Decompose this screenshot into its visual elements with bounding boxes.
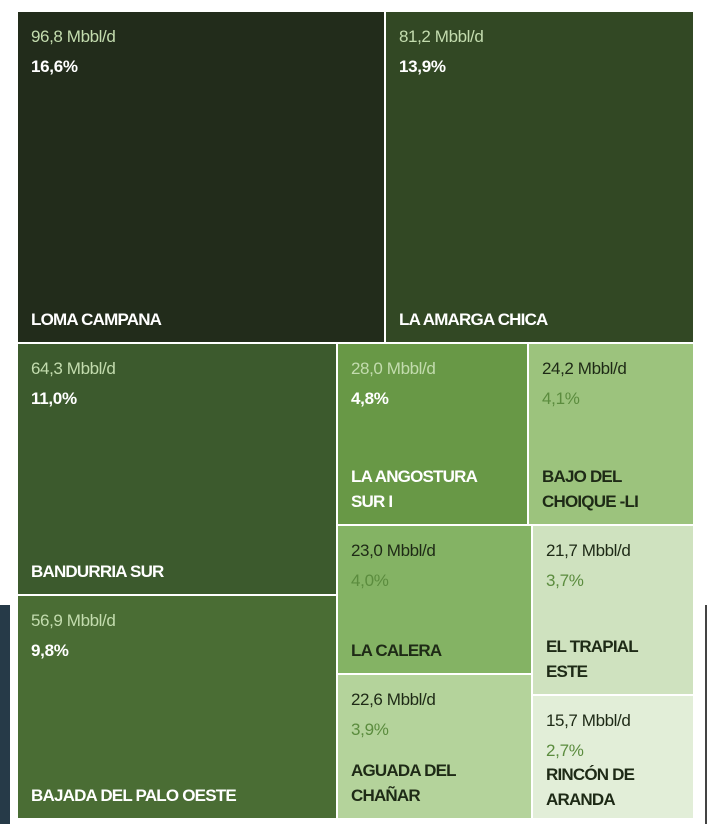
tile-name: LA CALERA [351,641,442,660]
tile: 21,7 Mbbl/d 3,7% EL TRAPIAL ESTE [533,526,693,694]
tile: 96,8 Mbbl/d 16,6% LOMA CAMPANA [18,12,384,342]
share-label: 3,7% [546,571,584,590]
value-label: 56,9 Mbbl/d [31,611,116,630]
share-label: 2,7% [546,741,584,760]
tile-name: BAJO DEL CHOIQUE -LI [542,467,639,511]
tile-name: RINCÓN DE ARANDA [546,765,635,809]
share-label: 3,9% [351,720,389,739]
tile: 81,2 Mbbl/d 13,9% LA AMARGA CHICA [386,12,693,342]
tile: 64,3 Mbbl/d 11,0% BANDURRIA SUR [18,344,336,594]
value-label: 96,8 Mbbl/d [31,27,116,46]
share-label: 4,1% [542,389,580,408]
tile-name: AGUADA DEL CHAÑAR [351,761,456,805]
value-label: 23,0 Mbbl/d [351,541,436,560]
share-label: 9,8% [31,641,69,660]
share-label: 4,0% [351,571,389,590]
share-label: 4,8% [351,389,389,408]
tile-name: BAJADA DEL PALO OESTE [31,786,237,805]
value-label: 81,2 Mbbl/d [399,27,484,46]
value-label: 15,7 Mbbl/d [546,711,631,730]
tile: 28,0 Mbbl/d 4,8% LA ANGOSTURA SUR I [338,344,527,524]
value-label: 28,0 Mbbl/d [351,359,436,378]
tile: 22,6 Mbbl/d 3,9% AGUADA DEL CHAÑAR [338,675,531,818]
tile: 56,9 Mbbl/d 9,8% BAJADA DEL PALO OESTE [18,596,336,818]
tile-name: LOMA CAMPANA [31,310,162,329]
tile: 23,0 Mbbl/d 4,0% LA CALERA [338,526,531,673]
side-line [705,605,707,824]
share-label: 11,0% [31,389,77,408]
value-label: 24,2 Mbbl/d [542,359,627,378]
share-label: 13,9% [399,57,446,76]
tile-name: EL TRAPIAL ESTE [546,637,638,681]
tile-name: LA AMARGA CHICA [399,310,548,329]
side-strip [0,605,10,824]
tile: 24,2 Mbbl/d 4,1% BAJO DEL CHOIQUE -LI [529,344,693,524]
tile-name: BANDURRIA SUR [31,562,164,581]
share-label: 16,6% [31,57,78,76]
tile: 15,7 Mbbl/d 2,7% RINCÓN DE ARANDA [533,696,693,818]
value-label: 22,6 Mbbl/d [351,690,436,709]
value-label: 64,3 Mbbl/d [31,359,116,378]
value-label: 21,7 Mbbl/d [546,541,631,560]
tile-name: LA ANGOSTURA SUR I [351,467,477,511]
